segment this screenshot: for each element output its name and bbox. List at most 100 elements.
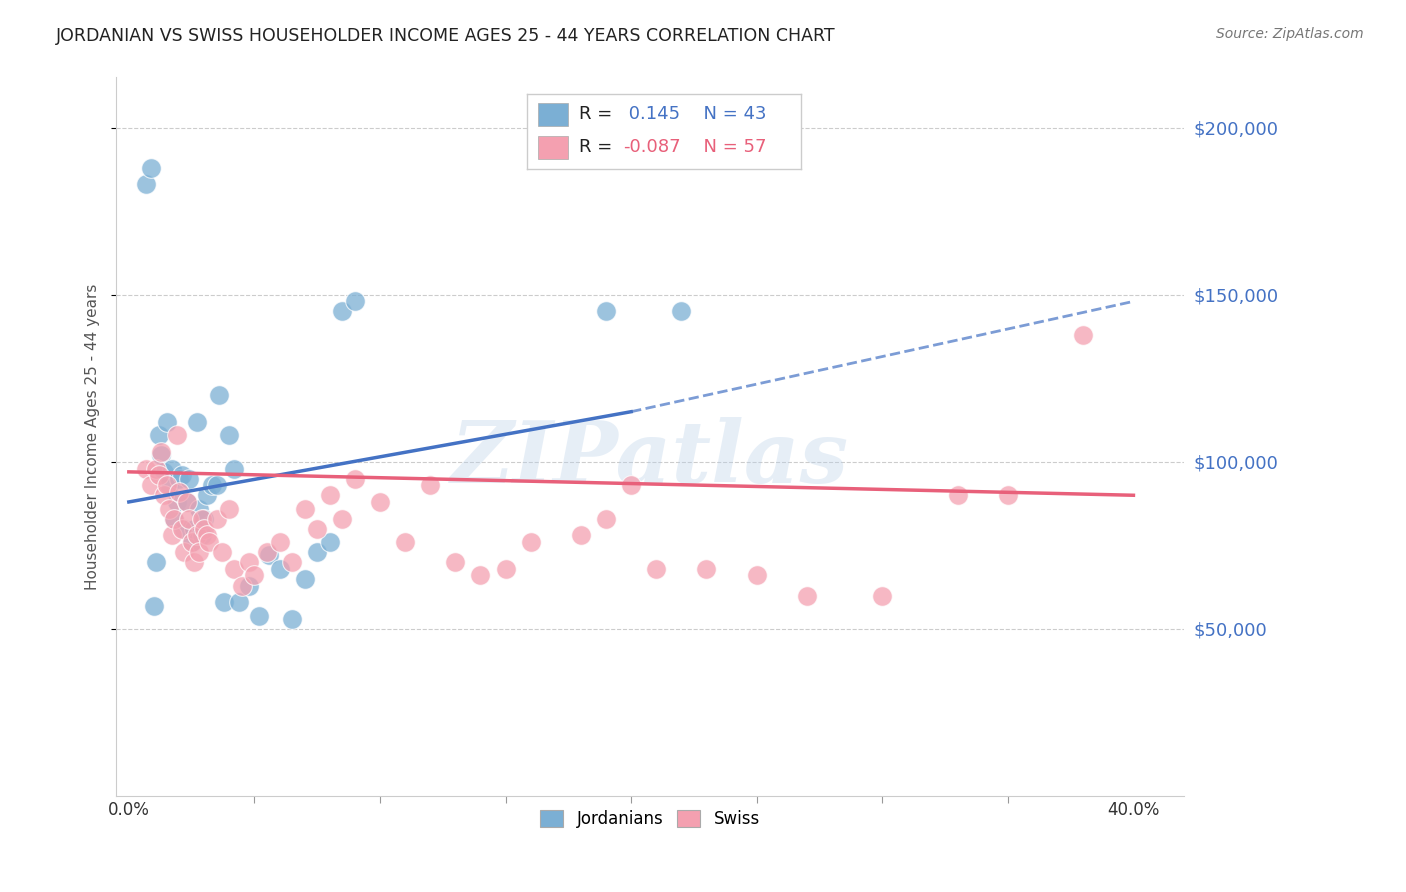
Point bbox=[470, 568, 492, 582]
Point bbox=[183, 522, 205, 536]
Point bbox=[135, 178, 157, 192]
Point bbox=[368, 495, 391, 509]
Point bbox=[183, 555, 205, 569]
Y-axis label: Householder Income Ages 25 - 44 years: Householder Income Ages 25 - 44 years bbox=[86, 284, 100, 590]
Text: R =: R = bbox=[579, 138, 619, 156]
Point bbox=[307, 522, 329, 536]
Point bbox=[173, 545, 195, 559]
Point bbox=[150, 448, 173, 462]
Point bbox=[163, 511, 186, 525]
Point bbox=[188, 545, 211, 559]
Point bbox=[319, 488, 342, 502]
Legend: Jordanians, Swiss: Jordanians, Swiss bbox=[533, 803, 766, 835]
Point bbox=[157, 501, 180, 516]
Text: ZIPatlas: ZIPatlas bbox=[451, 417, 849, 500]
Point bbox=[190, 511, 212, 525]
Point bbox=[307, 545, 329, 559]
Point bbox=[163, 511, 186, 525]
Point bbox=[419, 478, 441, 492]
Point bbox=[997, 488, 1019, 502]
Point bbox=[180, 535, 202, 549]
Point bbox=[231, 578, 253, 592]
Point bbox=[745, 568, 768, 582]
Point bbox=[195, 488, 218, 502]
Point bbox=[148, 468, 170, 483]
Point bbox=[444, 555, 467, 569]
Point bbox=[166, 495, 188, 509]
Point bbox=[330, 511, 353, 525]
Point bbox=[193, 511, 215, 525]
Point bbox=[176, 495, 198, 509]
Point bbox=[259, 549, 281, 563]
Point bbox=[148, 428, 170, 442]
Point bbox=[872, 589, 894, 603]
Point bbox=[155, 415, 177, 429]
Point bbox=[195, 528, 218, 542]
Point bbox=[645, 562, 668, 576]
Point bbox=[160, 461, 183, 475]
Point bbox=[671, 304, 693, 318]
Text: N = 57: N = 57 bbox=[692, 138, 766, 156]
Bar bbox=[538, 103, 568, 126]
Point bbox=[190, 528, 212, 542]
Point bbox=[166, 428, 188, 442]
Point bbox=[180, 535, 202, 549]
Point bbox=[256, 545, 278, 559]
Point bbox=[193, 522, 215, 536]
Point bbox=[173, 522, 195, 536]
Point bbox=[796, 589, 818, 603]
Point bbox=[519, 535, 541, 549]
Point bbox=[243, 568, 266, 582]
Point bbox=[695, 562, 717, 576]
Point bbox=[343, 471, 366, 485]
Point bbox=[170, 522, 193, 536]
Point bbox=[228, 595, 250, 609]
Point bbox=[238, 578, 260, 592]
Point bbox=[218, 501, 240, 516]
Point bbox=[495, 562, 517, 576]
Point bbox=[294, 572, 316, 586]
Point bbox=[177, 511, 200, 525]
Point bbox=[569, 528, 592, 542]
Text: JORDANIAN VS SWISS HOUSEHOLDER INCOME AGES 25 - 44 YEARS CORRELATION CHART: JORDANIAN VS SWISS HOUSEHOLDER INCOME AG… bbox=[56, 27, 835, 45]
Point bbox=[214, 595, 236, 609]
Point bbox=[141, 161, 163, 175]
Point bbox=[281, 612, 304, 626]
Point bbox=[167, 471, 190, 485]
Text: -0.087: -0.087 bbox=[623, 138, 681, 156]
Point bbox=[145, 461, 167, 475]
Point bbox=[208, 388, 231, 402]
Point bbox=[319, 535, 342, 549]
Point bbox=[620, 478, 643, 492]
Text: N = 43: N = 43 bbox=[692, 105, 766, 123]
Point bbox=[394, 535, 416, 549]
Point bbox=[160, 528, 183, 542]
Point bbox=[142, 599, 165, 613]
Point bbox=[176, 495, 198, 509]
Point bbox=[198, 535, 221, 549]
Point bbox=[157, 478, 180, 492]
Point bbox=[141, 478, 163, 492]
Point bbox=[186, 528, 208, 542]
Point bbox=[218, 428, 240, 442]
Text: R =: R = bbox=[579, 105, 619, 123]
Point bbox=[224, 562, 246, 576]
Point bbox=[269, 562, 291, 576]
Point bbox=[249, 608, 271, 623]
Point bbox=[595, 511, 617, 525]
Point bbox=[211, 545, 233, 559]
Point bbox=[201, 478, 224, 492]
Point bbox=[595, 304, 617, 318]
Point bbox=[1071, 327, 1094, 342]
Point bbox=[177, 471, 200, 485]
Point bbox=[224, 461, 246, 475]
Point bbox=[145, 555, 167, 569]
Point bbox=[281, 555, 304, 569]
Point bbox=[188, 501, 211, 516]
Point bbox=[343, 294, 366, 309]
Bar bbox=[538, 136, 568, 159]
Point bbox=[167, 484, 190, 499]
Point bbox=[170, 468, 193, 483]
Point bbox=[153, 488, 176, 502]
Point bbox=[205, 511, 228, 525]
